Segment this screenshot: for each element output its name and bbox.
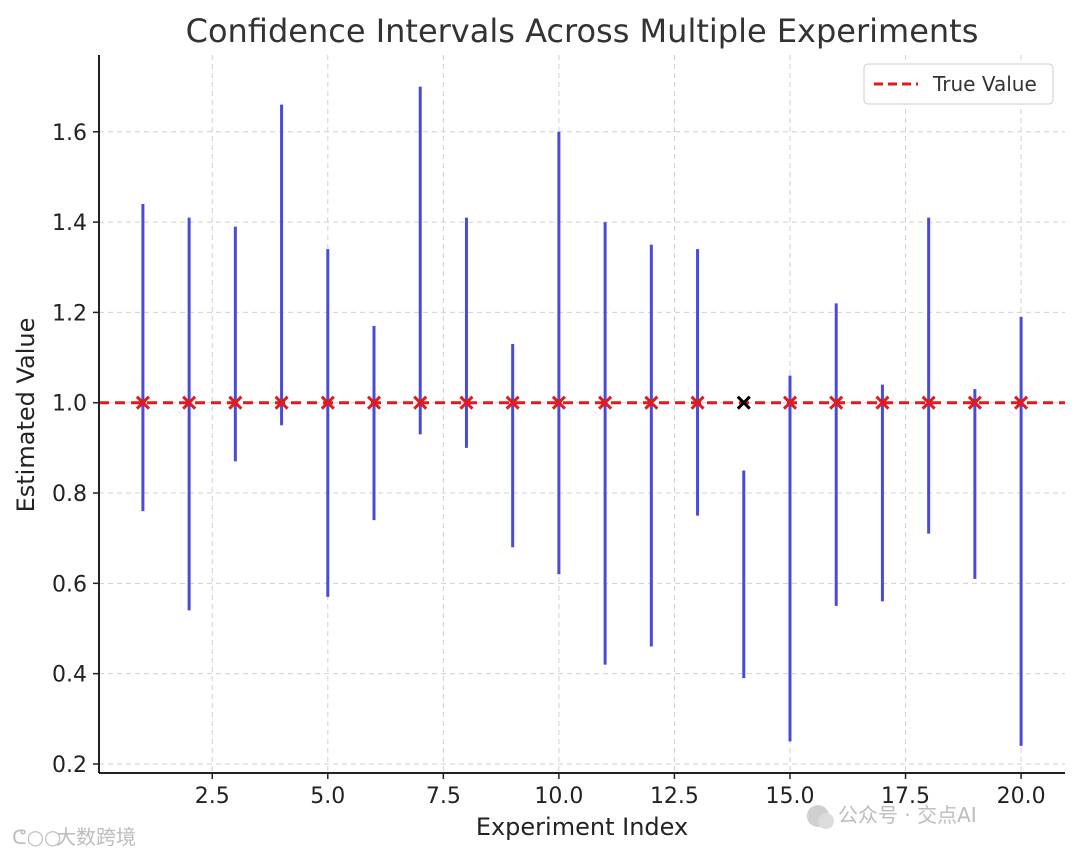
marker-covered [875, 395, 890, 410]
marker-covered [921, 395, 936, 410]
marker-covered [459, 395, 474, 410]
y-tick-label: 0.8 [52, 482, 87, 507]
y-tick-label: 0.4 [52, 663, 87, 688]
marker-covered [1014, 395, 1029, 410]
x-tick-label: 5.0 [310, 784, 345, 809]
watermark-right: 公众号 · 交点AI [807, 803, 977, 829]
y-tick-label: 1.0 [52, 392, 87, 417]
y-tick-label: 1.4 [52, 211, 87, 236]
true-value-markers [135, 395, 1029, 410]
x-tick-label: 15.0 [765, 784, 814, 809]
x-tick-label: 7.5 [426, 784, 461, 809]
marker-covered [135, 395, 150, 410]
marker-covered [829, 395, 844, 410]
x-tick-label: 20.0 [997, 784, 1046, 809]
marker-covered [551, 395, 566, 410]
wechat-icon-bubble [818, 813, 834, 829]
x-ticks: 2.5 5.0 7.5 10.0 12.5 15.0 17.5 20.0 [195, 773, 1046, 809]
watermark-right-text: 公众号 · 交点AI [838, 803, 977, 827]
watermark-left-text: 大数跨境 [56, 825, 136, 849]
legend-label: True Value [932, 72, 1037, 96]
legend-box [863, 63, 1054, 105]
x-tick-label: 17.5 [881, 784, 930, 809]
x-tick-label: 2.5 [195, 784, 230, 809]
confidence-intervals [141, 86, 1023, 746]
marker-covered [505, 395, 520, 410]
marker-covered [690, 395, 705, 410]
x-axis-label: Experiment Index [476, 813, 688, 841]
watermark-left: ᕦ○○ 大数跨境 [12, 825, 136, 849]
marker-covered [228, 395, 243, 410]
marker-covered [967, 395, 982, 410]
marker-covered [413, 395, 428, 410]
marker-covered [274, 395, 289, 410]
chart-title: Confidence Intervals Across Multiple Exp… [186, 12, 979, 50]
x-tick-label: 10.0 [534, 784, 583, 809]
y-tick-label: 0.6 [52, 572, 87, 597]
marker-covered [598, 395, 613, 410]
marker-covered [320, 395, 335, 410]
marker-missed [736, 395, 751, 410]
marker-covered [182, 395, 197, 410]
legend: True Value [863, 63, 1054, 105]
watermark-left-icon: ᕦ○○ [12, 825, 62, 849]
y-tick-label: 0.2 [52, 753, 87, 778]
y-tick-label: 1.2 [52, 301, 87, 326]
marker-covered [782, 395, 798, 410]
y-tick-label: 1.6 [52, 121, 87, 146]
grid-lines [99, 55, 1065, 773]
marker-covered [366, 395, 382, 410]
marker-covered [644, 395, 659, 410]
y-axis-label: Estimated Value [12, 318, 40, 513]
x-tick-label: 12.5 [650, 784, 699, 809]
y-ticks: 0.2 0.4 0.6 0.8 1.0 1.2 1.4 1.6 [52, 121, 99, 778]
